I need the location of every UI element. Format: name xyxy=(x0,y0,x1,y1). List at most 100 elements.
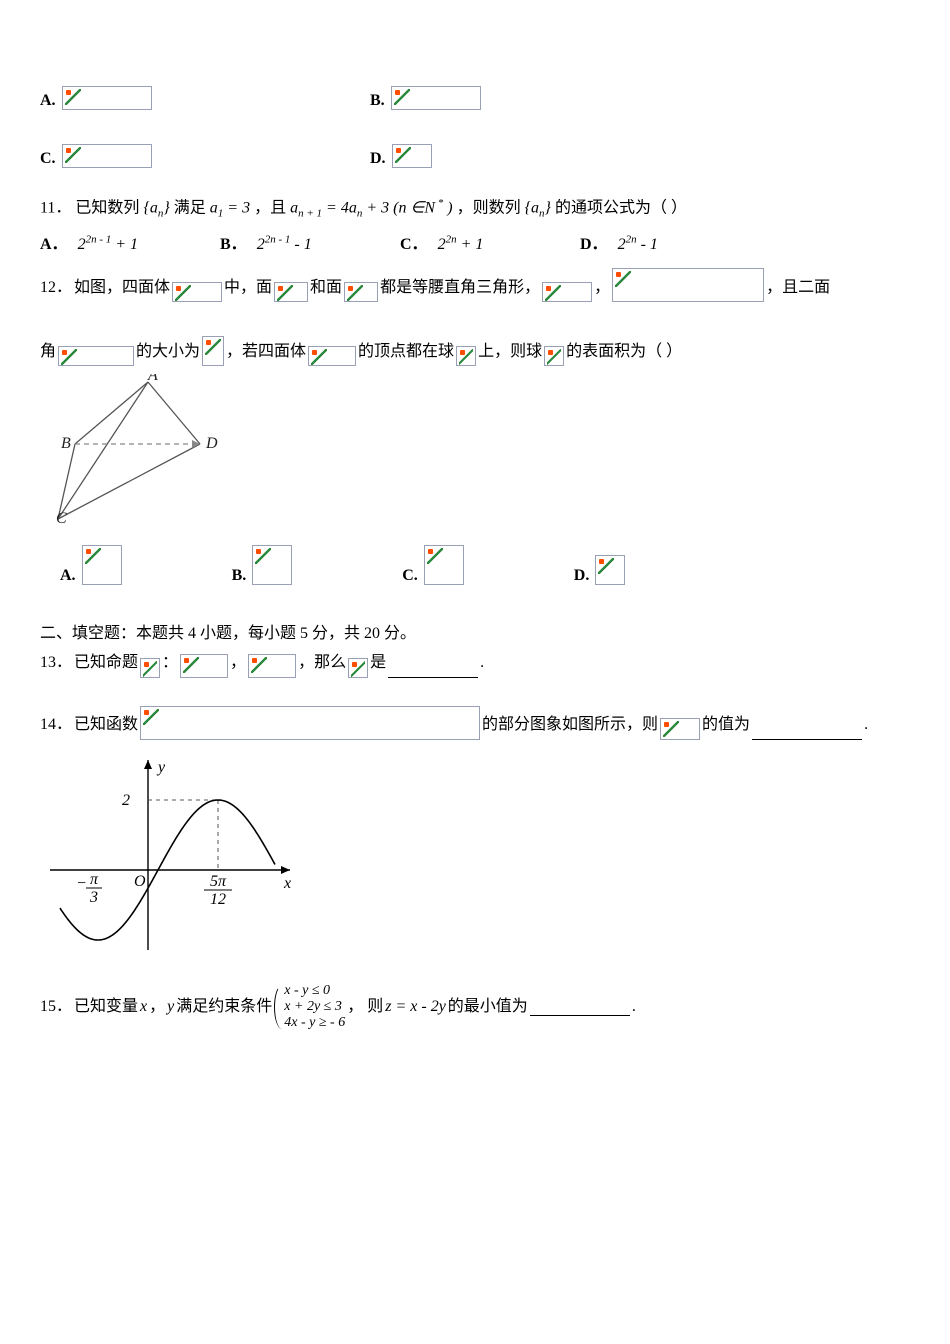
q15-y: y xyxy=(167,993,174,1022)
fill-blank xyxy=(388,661,478,678)
broken-image-icon xyxy=(140,706,480,740)
q12-option-B: B. xyxy=(232,545,293,585)
q12-text: 中，面 xyxy=(224,274,272,303)
q12-text: ，若四面体 xyxy=(226,338,306,367)
q15-text: 的最小值为 xyxy=(448,993,528,1022)
q14-text: 的部分图象如图所示，则 xyxy=(482,711,658,740)
broken-image-icon xyxy=(392,144,432,168)
q11-option-D: D． 22n - 1 xyxy=(580,230,760,254)
sine-graph: yxO2−π35π12 xyxy=(40,750,300,960)
svg-text:3: 3 xyxy=(89,889,98,906)
constraint-brace: x - y ≤ 0 x + 2y ≤ 3 4x - y ≥ - 6 xyxy=(274,983,345,1031)
q11-seq2: {a xyxy=(525,199,539,216)
section-2-title: 二、填空题：本题共 4 小题，每小题 5 分，共 20 分。 xyxy=(40,619,910,643)
q12-text: 上，则球 xyxy=(478,338,542,367)
q14-text: 已知函数 xyxy=(74,711,138,740)
q12-number: 12． xyxy=(40,274,72,303)
option-label: A． xyxy=(40,236,68,253)
q12-option-A: A. xyxy=(60,545,122,585)
tetrahedron-diagram: A B C D xyxy=(40,374,220,524)
broken-image-icon xyxy=(252,545,292,585)
q14-text: 的值为 xyxy=(702,711,750,740)
svg-text:−: − xyxy=(76,875,87,892)
fill-blank xyxy=(530,999,630,1016)
broken-image-icon xyxy=(348,658,368,678)
broken-image-icon xyxy=(456,346,476,366)
option-label: D. xyxy=(370,150,386,168)
q12-line2: 角 的大小为 ，若四面体 的顶点都在球 上，则球 的表面积为（ ） xyxy=(40,336,910,366)
q12-text: ， xyxy=(594,274,610,303)
q10-options: A. B. C. D. xyxy=(40,80,910,174)
q13-text: 是 xyxy=(370,649,386,678)
q13-text: ， xyxy=(230,649,246,678)
broken-image-icon xyxy=(82,545,122,585)
q11-in: ∈ xyxy=(410,199,424,216)
q13-dot: . xyxy=(480,649,484,678)
svg-text:x: x xyxy=(283,875,291,892)
q11-text: 满足 xyxy=(174,199,206,216)
svg-text:2: 2 xyxy=(122,792,130,809)
broken-image-icon xyxy=(308,346,356,366)
option-math: 22n - 1 xyxy=(618,236,658,253)
q15-number: 15． xyxy=(40,993,72,1022)
q12-text: 的表面积为（ ） xyxy=(566,338,682,367)
option-label: D. xyxy=(574,567,590,585)
q12-text: 和面 xyxy=(310,274,342,303)
q12-option-D: D. xyxy=(574,545,626,585)
q15-text: ， xyxy=(149,993,165,1022)
option-label: B. xyxy=(370,92,385,110)
q13-text: ，那么 xyxy=(298,649,346,678)
broken-image-icon xyxy=(248,654,296,678)
svg-text:A: A xyxy=(147,374,158,384)
q11-seq: {a xyxy=(143,199,157,216)
option-label: C. xyxy=(402,567,418,585)
constraint-2: x + 2y ≤ 3 xyxy=(284,999,345,1015)
broken-image-icon xyxy=(344,282,378,302)
q11-text: 已知数列 xyxy=(75,199,139,216)
broken-image-icon xyxy=(542,282,592,302)
q10-option-B: B. xyxy=(370,86,700,110)
q10-option-A: A. xyxy=(40,86,370,110)
broken-image-icon xyxy=(180,654,228,678)
option-label: C. xyxy=(40,150,56,168)
svg-text:y: y xyxy=(156,759,166,776)
broken-image-icon xyxy=(202,336,224,366)
broken-image-icon xyxy=(62,86,152,110)
option-label: C． xyxy=(400,236,428,253)
option-label: A. xyxy=(40,92,56,110)
broken-image-icon xyxy=(172,282,222,302)
q12-text: 的大小为 xyxy=(136,338,200,367)
option-label: A. xyxy=(60,567,76,585)
broken-image-icon xyxy=(612,268,764,302)
svg-text:B: B xyxy=(61,435,71,452)
q12-text: 如图，四面体 xyxy=(74,274,170,303)
q11-plus3: + 3 (n xyxy=(362,199,410,216)
q12-option-C: C. xyxy=(402,545,464,585)
q10-option-C: C. xyxy=(40,144,370,168)
q15-text: 已知变量 xyxy=(74,993,138,1022)
q11-seq-close: } xyxy=(163,199,169,216)
constraint-1: x - y ≤ 0 xyxy=(284,983,345,999)
q15-text: ， 则 xyxy=(347,993,383,1022)
svg-text:O: O xyxy=(134,873,146,890)
q11-tail: 的通项公式为（ ） xyxy=(555,199,687,216)
q15: 15． 已知变量 x ， y 满足约束条件 x - y ≤ 0 x + 2y ≤… xyxy=(40,983,910,1031)
broken-image-icon xyxy=(660,718,700,740)
svg-text:C: C xyxy=(56,510,67,524)
q11-N: N xyxy=(424,199,435,216)
q15-text: 满足约束条件 xyxy=(176,993,272,1022)
q12-text: 的顶点都在球 xyxy=(358,338,454,367)
svg-text:5π: 5π xyxy=(210,873,227,890)
q13-text: ： xyxy=(162,649,178,678)
fill-blank xyxy=(752,723,862,740)
q15-dot: . xyxy=(632,993,636,1022)
q12-text: 都是等腰直角三角形， xyxy=(380,274,540,303)
q11-text: ，且 xyxy=(254,199,286,216)
option-math: 22n + 1 xyxy=(438,236,484,253)
q12-text: 角 xyxy=(40,338,56,367)
svg-text:D: D xyxy=(205,435,218,452)
q11-eq1: = 3 xyxy=(223,199,250,216)
q14: 14． 已知函数 的部分图象如图所示，则 的值为 . xyxy=(40,706,910,740)
broken-image-icon xyxy=(62,144,152,168)
broken-image-icon xyxy=(595,555,625,585)
